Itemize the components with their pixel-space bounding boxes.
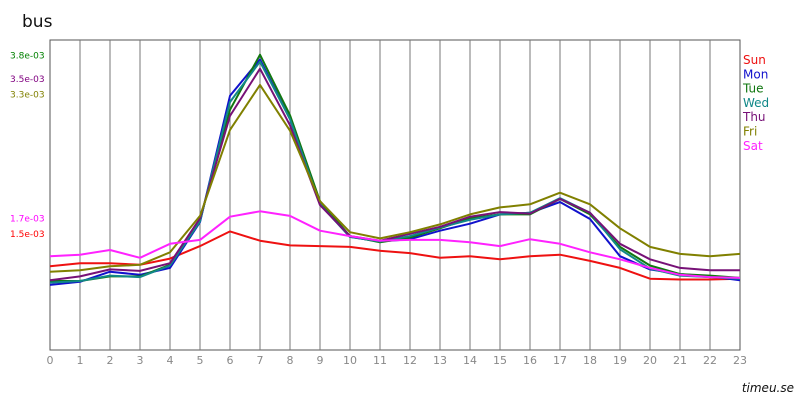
brand-watermark: timeu.se <box>741 381 794 395</box>
x-tick-label-11: 11 <box>373 354 387 367</box>
series-line-sat <box>49 210 741 279</box>
series-lines <box>49 53 741 286</box>
y-annotation-1: 3.5e-03 <box>10 75 45 85</box>
x-tick-label-13: 13 <box>433 354 447 367</box>
x-tick-label-12: 12 <box>403 354 417 367</box>
x-tick-label-16: 16 <box>523 354 537 367</box>
x-tick-label-0: 0 <box>47 354 54 367</box>
legend-entry-tue: Tue <box>742 82 764 96</box>
y-annotations: 3.8e-03 3.5e-03 3.3e-03 1.7e-03 1.5e-03 <box>10 52 45 240</box>
x-tick-label-2: 2 <box>107 354 114 367</box>
x-tick-label-14: 14 <box>463 354 477 367</box>
x-tick-label-3: 3 <box>137 354 144 367</box>
series-line-fri <box>49 83 741 273</box>
x-tick-label-9: 9 <box>317 354 324 367</box>
legend-entry-fri: Fri <box>743 125 757 139</box>
x-tick-label-7: 7 <box>257 354 264 367</box>
y-annotation-4: 1.5e-03 <box>10 230 45 240</box>
x-tick-label-17: 17 <box>553 354 567 367</box>
y-annotation-0: 3.8e-03 <box>10 52 45 62</box>
series-line-tue <box>50 53 741 282</box>
x-tick-label-18: 18 <box>583 354 597 367</box>
series-line-thu <box>49 67 740 282</box>
y-annotation-3: 1.7e-03 <box>10 214 45 224</box>
legend-entry-thu: Thu <box>742 110 766 124</box>
x-tick-label-20: 20 <box>643 354 657 367</box>
legend-entry-mon: Mon <box>743 67 768 81</box>
x-tick-label-23: 23 <box>733 354 747 367</box>
series-line-sun <box>49 230 741 281</box>
x-tick-labels: 0 1 2 3 4 5 6 7 8 9 10 11 12 13 14 15 16 17 18 19 20 21 22 23 <box>47 354 748 367</box>
x-tick-label-8: 8 <box>287 354 294 367</box>
plot-frame <box>49 39 741 351</box>
y-annotation-2: 3.3e-03 <box>10 90 45 100</box>
x-tick-label-10: 10 <box>343 354 357 367</box>
x-tick-label-21: 21 <box>673 354 687 367</box>
x-tick-label-19: 19 <box>613 354 627 367</box>
series-line-wed <box>49 60 741 284</box>
x-tick-label-5: 5 <box>197 354 204 367</box>
grid-lines <box>79 40 711 350</box>
x-tick-label-15: 15 <box>493 354 507 367</box>
chart-title: bus <box>22 12 53 32</box>
x-tick-label-4: 4 <box>167 354 174 367</box>
x-tick-label-6: 6 <box>227 354 234 367</box>
legend-entry-wed: Wed <box>743 96 769 110</box>
x-tick-label-1: 1 <box>77 354 84 367</box>
legend-entry-sun: Sun <box>743 53 766 67</box>
legend-entry-sat: Sat <box>743 139 763 153</box>
x-tick-label-22: 22 <box>703 354 717 367</box>
